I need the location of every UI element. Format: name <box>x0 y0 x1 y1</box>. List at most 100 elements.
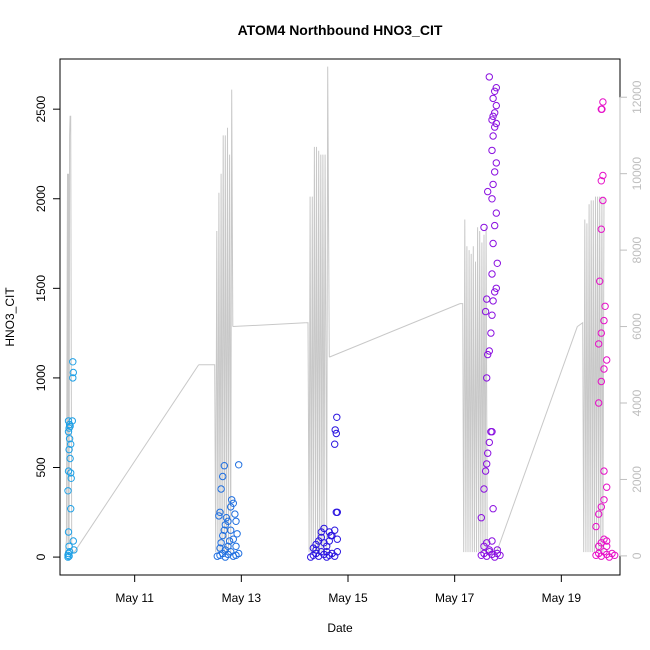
data-point <box>227 526 235 534</box>
data-point <box>484 350 492 359</box>
data-point <box>603 537 611 545</box>
data-point <box>225 537 234 545</box>
data-point <box>597 225 605 233</box>
x-axis-label: Date <box>327 621 353 635</box>
data-point <box>597 377 605 386</box>
data-point <box>64 549 73 558</box>
data-point <box>232 542 240 550</box>
data-point <box>485 73 493 81</box>
y2-tick-label: 8000 <box>630 236 644 263</box>
data-point <box>333 508 341 516</box>
data-point <box>64 417 73 425</box>
data-point <box>483 539 491 547</box>
secondary-series-line <box>198 89 234 553</box>
data-point <box>603 356 611 364</box>
data-point <box>235 549 243 558</box>
data-point <box>481 307 490 316</box>
y2-tick-label: 2000 <box>630 466 644 493</box>
data-point <box>601 302 609 310</box>
data-point <box>491 168 499 176</box>
y-tick-label: 1500 <box>34 275 48 302</box>
x-tick-label: May 17 <box>435 591 475 605</box>
x-tick-label: May 15 <box>328 591 368 605</box>
data-point <box>331 526 339 534</box>
y-tick-label: 2500 <box>34 95 48 122</box>
data-point <box>592 522 600 531</box>
y-tick-label: 0 <box>34 553 48 560</box>
data-point <box>65 542 73 550</box>
data-point <box>488 146 496 155</box>
data-point <box>69 368 78 377</box>
data-point <box>491 288 499 296</box>
data-point <box>489 505 497 513</box>
x-tick-label: May 11 <box>115 591 154 605</box>
data-point <box>484 449 492 457</box>
data-point <box>216 544 224 552</box>
data-point <box>492 119 500 128</box>
data-point <box>224 517 232 525</box>
y-axis: 0 500 1000 1500 2000 2500 <box>34 95 61 560</box>
y-tick-label: 1000 <box>34 364 48 391</box>
data-point <box>64 428 73 436</box>
data-point <box>597 329 605 337</box>
data-point <box>332 429 340 438</box>
data-point <box>492 284 500 292</box>
data-point <box>489 297 497 305</box>
data-point <box>600 496 608 504</box>
data-point <box>231 510 239 518</box>
data-point <box>488 195 496 203</box>
data-point <box>333 413 341 421</box>
data-point <box>327 531 335 540</box>
data-point <box>217 539 225 547</box>
data-point <box>603 483 611 491</box>
data-point <box>595 510 603 518</box>
data-point <box>320 524 328 533</box>
data-point <box>323 548 331 556</box>
chart-title: ATOM4 Northbound HNO3_CIT <box>238 22 443 38</box>
data-point <box>70 546 78 554</box>
data-point <box>65 552 73 560</box>
data-point <box>312 546 320 554</box>
data-point <box>65 445 73 454</box>
data-point <box>600 467 608 475</box>
data-point <box>219 531 227 540</box>
data-point <box>600 316 608 325</box>
data-point <box>603 542 611 550</box>
data-point <box>217 485 225 493</box>
data-point <box>215 512 223 520</box>
y2-tick-label: 4000 <box>630 389 644 416</box>
data-point <box>233 530 241 538</box>
data-point <box>65 424 73 432</box>
data-point <box>483 374 491 382</box>
x-axis: May 11 May 13 May 15 May 17 May 19 <box>115 574 581 605</box>
data-point <box>483 460 491 468</box>
data-point <box>484 187 492 196</box>
data-point <box>219 472 227 481</box>
data-point <box>597 177 605 185</box>
data-point <box>222 514 231 522</box>
secondary-series-line <box>305 66 330 553</box>
data-point <box>599 171 607 180</box>
data-point <box>331 426 339 434</box>
data-point <box>67 469 75 477</box>
data-point <box>598 105 606 113</box>
data-point <box>597 503 605 511</box>
data-point <box>333 548 341 556</box>
data-point <box>69 358 77 366</box>
secondary-connector-line <box>496 326 578 551</box>
secondary-connector-line <box>73 364 200 554</box>
secondary-connector-line <box>232 322 306 328</box>
data-point <box>491 109 499 117</box>
data-point <box>492 159 500 167</box>
data-point <box>64 528 73 536</box>
y2-tick-label: 12000 <box>630 80 644 114</box>
data-point <box>611 551 619 559</box>
data-point <box>480 223 488 232</box>
data-point <box>65 548 74 556</box>
data-point <box>325 528 333 536</box>
data-point <box>66 454 74 463</box>
y2-tick-label: 6000 <box>630 313 644 340</box>
data-point <box>64 553 72 561</box>
data-point <box>488 116 496 124</box>
data-point <box>599 196 607 205</box>
